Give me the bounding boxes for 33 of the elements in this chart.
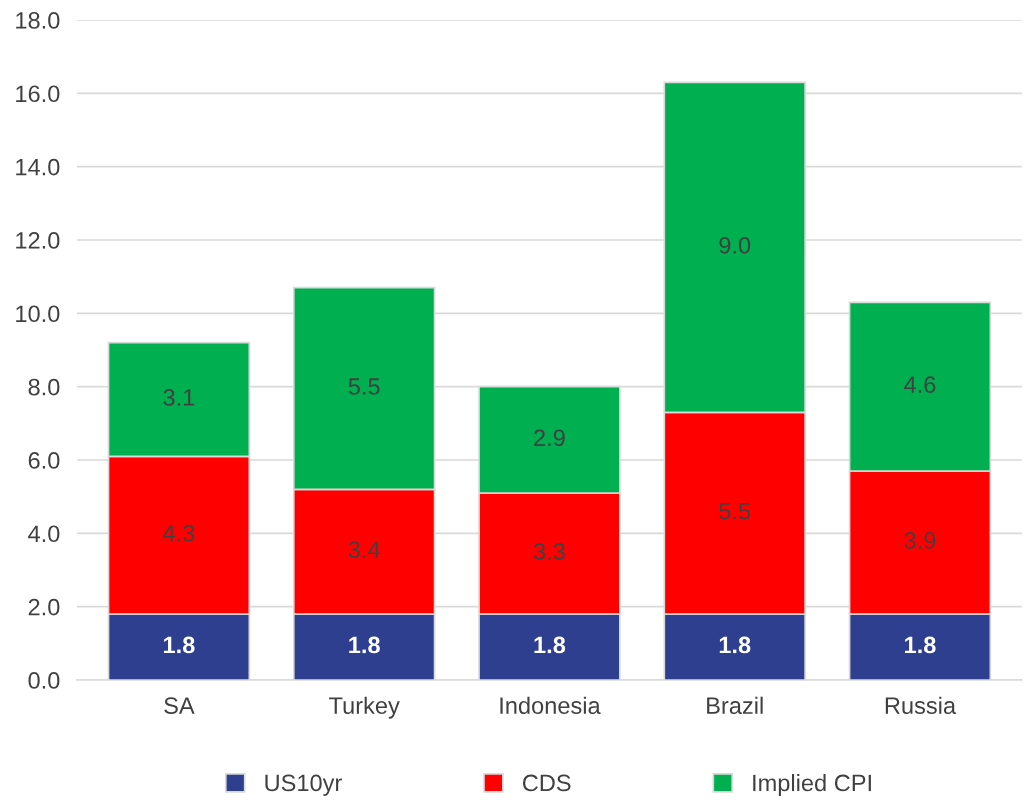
- x-tick-label: Indonesia: [500, 696, 601, 715]
- legend-label: Implied CPI: [753, 773, 871, 796]
- data-label: 4.3: [163, 524, 195, 542]
- y-tick-label: 12.0: [16, 232, 60, 249]
- data-label: 1.8: [719, 636, 751, 654]
- x-tick-label: SA: [164, 697, 195, 715]
- y-tick-label: 18.0: [16, 12, 60, 29]
- y-tick-label: 8.0: [28, 378, 60, 396]
- data-label: 3.1: [163, 389, 195, 406]
- y-tick-label: 4.0: [28, 525, 60, 543]
- data-label: 1.8: [349, 636, 380, 654]
- data-label: 1.8: [534, 636, 566, 654]
- data-label: 3.3: [533, 543, 565, 560]
- y-tick-label: 2.0: [28, 598, 60, 616]
- data-label: 5.5: [719, 503, 751, 520]
- legend-label: CDS: [522, 774, 571, 792]
- x-tick-label: Turkey: [329, 696, 400, 719]
- legend-label: US10yr: [265, 774, 342, 796]
- data-label: 3.9: [904, 532, 936, 549]
- data-label: 2.9: [534, 429, 565, 447]
- data-label: 3.4: [348, 541, 380, 558]
- y-tick-label: 10.0: [16, 305, 60, 323]
- x-tick-label: Russia: [885, 696, 957, 715]
- y-tick-label: 14.0: [16, 158, 60, 176]
- x-tick-label: Brazil: [707, 696, 763, 715]
- data-label: 1.8: [164, 636, 195, 654]
- data-label: 5.5: [348, 378, 380, 395]
- y-tick-label: 0.0: [28, 672, 60, 689]
- data-label: 1.8: [905, 636, 936, 654]
- data-label: 4.6: [904, 376, 936, 393]
- y-tick-label: 6.0: [28, 452, 60, 469]
- data-label: 9.0: [719, 236, 751, 254]
- y-tick-label: 16.0: [16, 85, 60, 103]
